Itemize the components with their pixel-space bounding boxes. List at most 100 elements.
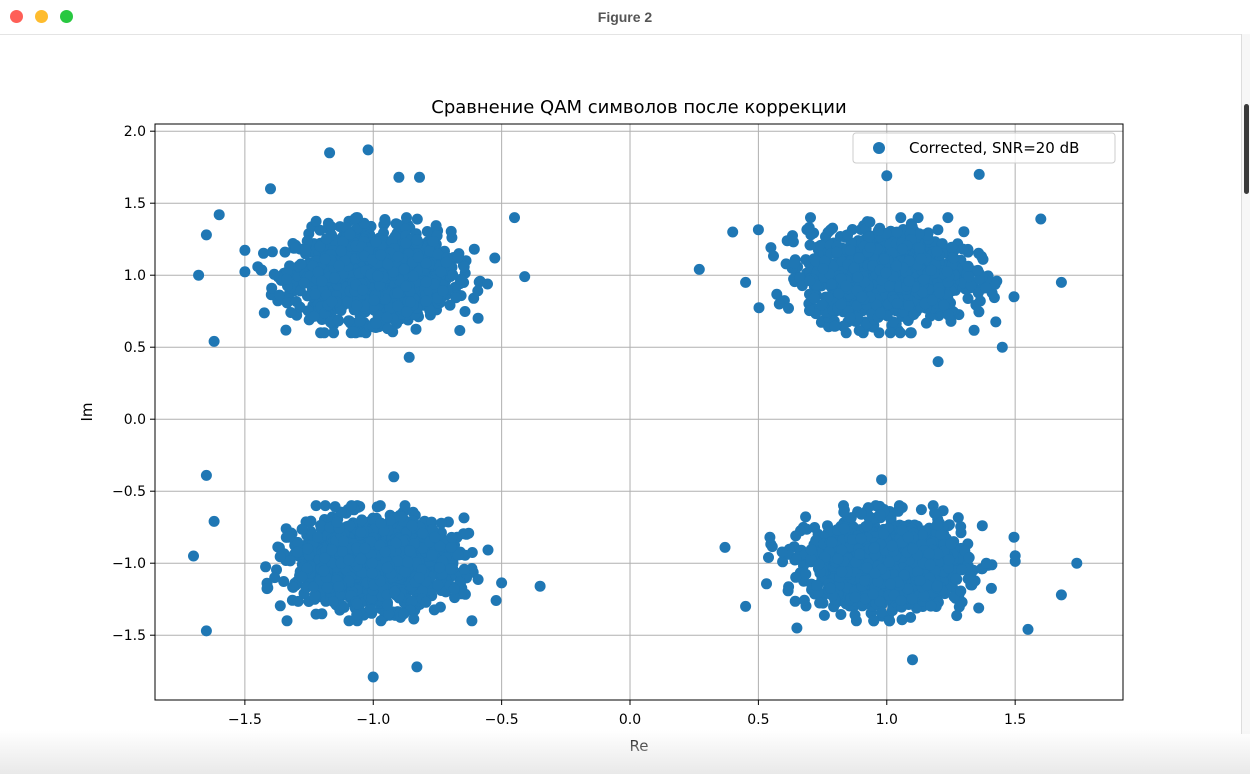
scatter-point <box>411 234 423 246</box>
scatter-point <box>327 596 339 608</box>
scatter-point <box>239 244 251 256</box>
close-window-button[interactable] <box>10 10 23 23</box>
scatter-point <box>281 273 293 285</box>
scatter-point <box>274 551 286 563</box>
scatter-point <box>398 608 410 620</box>
scatter-point <box>300 244 312 256</box>
scatter-point <box>943 309 954 321</box>
scatter-point <box>938 299 950 311</box>
scatter-point <box>292 595 304 607</box>
scatter-point <box>335 305 347 316</box>
scatter-point <box>412 251 424 263</box>
scatter-point <box>447 269 459 281</box>
scatter-point <box>853 325 865 336</box>
scatter-point <box>973 602 985 614</box>
scatter-point <box>258 307 270 319</box>
scatter-point <box>319 253 331 265</box>
scatter-point <box>829 320 841 332</box>
scatter-point <box>787 236 799 248</box>
scatter-point <box>1009 555 1021 567</box>
scatter-point <box>931 246 943 258</box>
scatter-point <box>382 258 394 270</box>
minimize-window-button[interactable] <box>35 10 48 23</box>
scatter-point <box>890 260 902 272</box>
scatter-point <box>976 520 988 532</box>
scatter-point <box>444 299 456 311</box>
scatter-point <box>426 549 438 561</box>
scatter-point <box>468 243 480 255</box>
scatter-point <box>482 544 494 556</box>
scatter-point <box>314 240 326 252</box>
scatter-point <box>840 280 852 292</box>
scatter-point <box>818 609 830 621</box>
scatter-point <box>753 302 765 314</box>
scatter-point <box>310 500 322 512</box>
scatter-point <box>357 284 369 296</box>
scatter-point <box>420 276 432 288</box>
scatter-point <box>424 245 436 257</box>
scatter-point <box>387 266 399 278</box>
scatter-point <box>895 212 907 224</box>
scatter-point <box>446 531 458 543</box>
scatter-point <box>413 572 425 584</box>
scatter-point <box>420 295 432 307</box>
scatter-point <box>932 224 944 236</box>
scatter-point <box>408 613 420 625</box>
scatter-point <box>295 258 307 270</box>
scatter-point <box>958 226 970 238</box>
scatter-point <box>915 253 927 265</box>
scatter-point <box>853 252 865 264</box>
scatter-point <box>972 264 984 276</box>
scatter-point <box>914 242 925 254</box>
scatter-point <box>472 285 484 297</box>
scatter-point <box>918 274 930 286</box>
scatter-point <box>831 246 843 258</box>
scatter-point <box>458 563 470 575</box>
scatter-point <box>351 299 363 311</box>
scatter-point <box>452 251 464 263</box>
scatter-point <box>274 289 285 301</box>
scatter-point <box>316 608 328 620</box>
scatter-point <box>268 268 280 280</box>
zoom-window-button[interactable] <box>60 10 73 23</box>
scatter-point <box>817 263 829 275</box>
scatter-point <box>976 251 988 262</box>
scatter-point <box>826 278 837 290</box>
scatter-point <box>421 226 433 237</box>
scatter-point <box>401 306 413 318</box>
scatter-point <box>338 601 350 613</box>
scatter-point <box>445 563 457 575</box>
scatter-point <box>429 531 441 543</box>
scatter-point <box>333 260 345 272</box>
scatter-point <box>941 266 953 278</box>
scatter-point <box>298 277 310 289</box>
scatter-point <box>844 244 856 256</box>
scatter-point <box>947 252 959 264</box>
scatter-point <box>856 291 868 303</box>
scatter-point <box>440 256 452 268</box>
scatter-point <box>990 316 1002 328</box>
scatter-point <box>400 280 412 292</box>
scatter-point <box>354 315 366 327</box>
scatter-point <box>333 581 345 593</box>
scatter-point <box>872 225 884 236</box>
scatter-point <box>364 603 376 615</box>
scatter-point <box>891 226 903 238</box>
scatter-point <box>404 545 416 557</box>
scatter-point <box>382 323 394 335</box>
scatter-point <box>844 312 856 324</box>
scatter-point <box>375 249 387 261</box>
scatter-point <box>290 242 302 254</box>
scatter-point <box>420 596 432 608</box>
scatter-point <box>912 212 924 224</box>
scatter-point <box>374 500 386 512</box>
scatter-point <box>773 298 785 310</box>
scatter-point <box>281 297 293 309</box>
scatter-point <box>878 253 890 265</box>
scatter-point <box>946 241 958 253</box>
scatter-point <box>864 242 876 253</box>
scatter-point <box>398 263 410 275</box>
scatter-point <box>980 282 992 294</box>
scatter-point <box>788 257 800 269</box>
